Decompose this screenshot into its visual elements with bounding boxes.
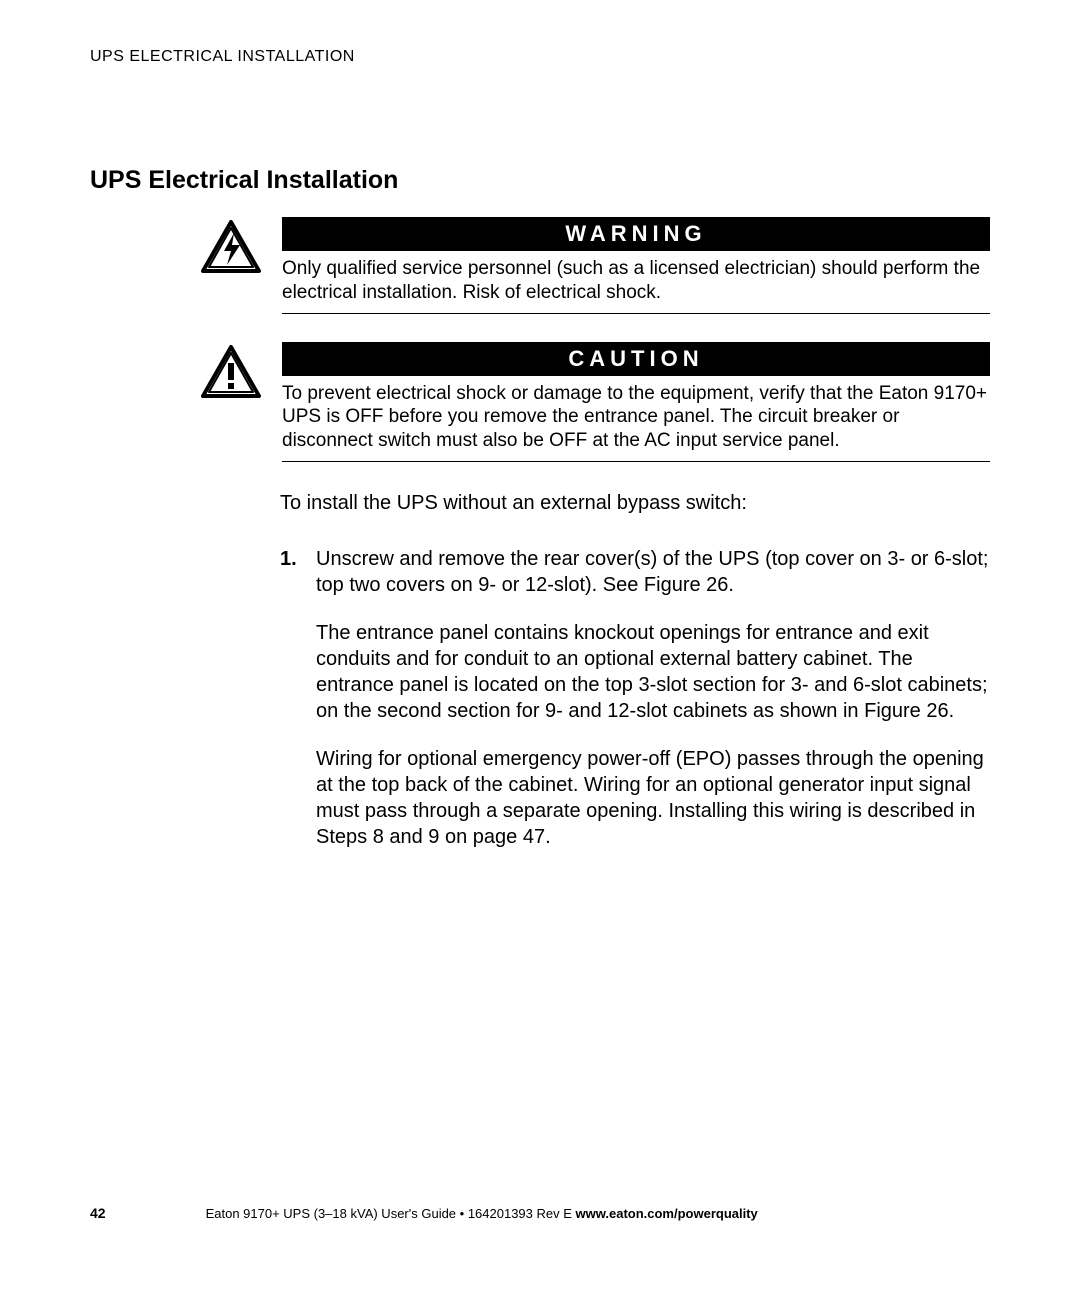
running-header: UPS ELECTRICAL INSTALLATION [90, 48, 990, 66]
caution-text: To prevent electrical shock or damage to… [282, 382, 990, 462]
caution-label: CAUTION [282, 342, 990, 376]
electrical-hazard-icon [200, 219, 262, 280]
step-body: Unscrew and remove the rear cover(s) of … [316, 546, 990, 850]
step-1: 1. Unscrew and remove the rear cover(s) … [280, 546, 990, 850]
body-area: To install the UPS without an external b… [280, 490, 990, 850]
caution-content: CAUTION To prevent electrical shock or d… [282, 342, 990, 462]
step-1-p2: The entrance panel contains knockout ope… [316, 620, 990, 724]
step-1-p3: Wiring for optional emergency power-off … [316, 746, 990, 850]
footer-text: Eaton 9170+ UPS (3–18 kVA) User's Guide … [206, 1206, 758, 1221]
caution-icon [200, 344, 262, 405]
page-number: 42 [90, 1205, 106, 1221]
page-footer: 42 Eaton 9170+ UPS (3–18 kVA) User's Gui… [90, 1205, 990, 1221]
warning-label: WARNING [282, 217, 990, 251]
step-1-p1: Unscrew and remove the rear cover(s) of … [316, 546, 990, 598]
intro-text: To install the UPS without an external b… [280, 490, 990, 516]
warning-text: Only qualified service personnel (such a… [282, 257, 990, 314]
caution-block: CAUTION To prevent electrical shock or d… [200, 342, 990, 462]
footer-url: www.eaton.com/powerquality [576, 1206, 758, 1221]
page: UPS ELECTRICAL INSTALLATION UPS Electric… [0, 0, 1080, 1311]
step-number: 1. [280, 546, 316, 850]
footer-text-plain: Eaton 9170+ UPS (3–18 kVA) User's Guide … [206, 1206, 576, 1221]
warning-block: WARNING Only qualified service personnel… [200, 217, 990, 314]
warning-content: WARNING Only qualified service personnel… [282, 217, 990, 314]
section-title: UPS Electrical Installation [90, 166, 990, 195]
